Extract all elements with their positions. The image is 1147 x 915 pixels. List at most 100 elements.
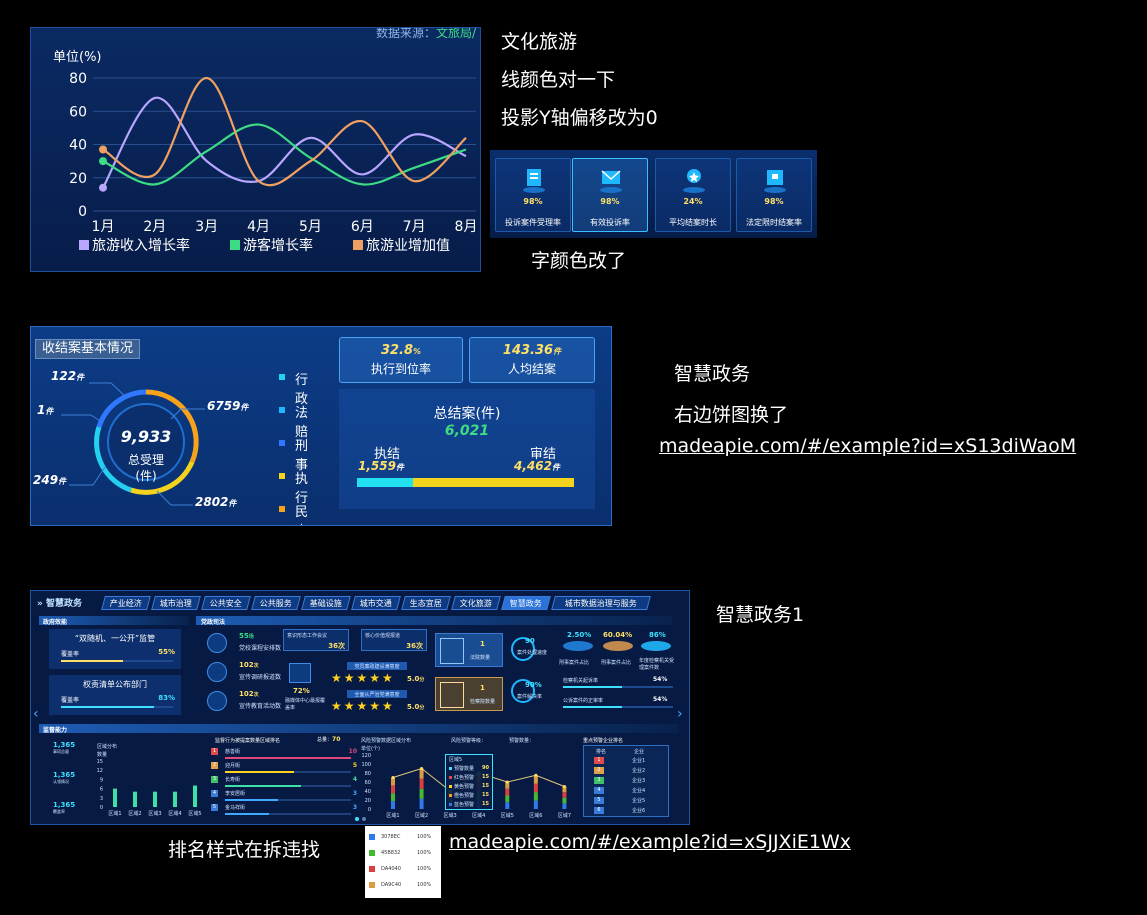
x-tick-label: 3月 — [195, 219, 218, 235]
stack-bar-segment — [562, 792, 567, 798]
region-chart-title: 区域分布 — [97, 744, 118, 750]
rank-name: 慈善街 — [225, 749, 241, 755]
total-accepted-label: 总受理 — [127, 453, 164, 467]
pagination-dots[interactable] — [355, 817, 367, 821]
tag-ideology-meeting: 意识形态工作会议 36次 — [283, 629, 349, 651]
kpi-card-valid-complaint[interactable]: 98% 有效投诉率 — [572, 158, 648, 232]
rank-value: 5 — [352, 762, 357, 769]
example-link-2[interactable]: madeapie.com/#/example?id=xSJJXiE1Wx — [449, 831, 851, 853]
x-tick-label: 7月 — [403, 219, 426, 235]
x-tick-label: 2月 — [143, 219, 166, 235]
region-bar-chart: 0 3 6 9 12 15 区域1 区域2 区域3 区域4 区域5 — [97, 759, 202, 817]
ring-segment-civil — [145, 389, 199, 463]
stack-bar-segment — [533, 775, 538, 784]
carousel-left-arrow[interactable]: ‹ — [33, 706, 39, 722]
pct-value-1: 2.50% — [567, 631, 592, 639]
section-title-supervision: 监督能力 — [43, 727, 68, 734]
risk-chart-tooltip: 区域5 预警数量 90 红色预警 15 黄色预警 15 橙色预警 15 蓝色预警 15 — [445, 754, 493, 810]
x-tick-label: 区域4 — [472, 812, 485, 819]
nav-tab[interactable]: 生态宜居 — [401, 596, 451, 610]
nav-tab[interactable]: 基础设施 — [301, 596, 351, 610]
risk-chart-unit: 单位(个) — [361, 746, 380, 752]
rank-number: 4 — [211, 790, 218, 797]
enterprise-row: 4 企业4 — [584, 786, 668, 796]
x-tick-label: 区域5 — [188, 810, 201, 817]
bar — [153, 791, 157, 807]
nav-tab[interactable]: 产业经济 — [101, 596, 151, 610]
rank-row: 2 迎月街 5 — [211, 762, 357, 776]
stack-bar-segment — [391, 793, 395, 802]
pct-label-1: 刑事案件占比 — [559, 660, 590, 666]
x-tick-label: 区域2 — [128, 810, 141, 817]
speed-value-2: 90% — [525, 681, 542, 689]
kpi-card-complaint-accept[interactable]: 98% 投诉案件受理率 — [495, 158, 571, 232]
risk-count-label: 预警数量： — [509, 738, 535, 744]
party-item: 102次 宣传教育活动数 — [207, 689, 297, 718]
envelope-icon — [600, 170, 622, 193]
rank-track — [225, 757, 351, 759]
stat-item: 1,365 覆盖率 — [53, 801, 76, 814]
pedestal-icon — [641, 641, 671, 651]
rank-fill — [225, 813, 270, 815]
media-coverage-label: 融媒体中心最报覆盖率 — [285, 698, 326, 711]
rank-name: 迎月街 — [225, 763, 241, 769]
nav-tab[interactable]: 公共安全 — [201, 596, 251, 610]
stack-bar-segment — [562, 797, 567, 804]
section-bar — [196, 616, 672, 625]
color-legend-row: 45B832 100% — [369, 850, 437, 858]
nav-tab[interactable]: 公共服务 — [251, 596, 301, 610]
review-closed-value: 4,462件 — [514, 459, 560, 473]
legend-label: 旅游业增加值 — [366, 238, 450, 254]
outer-label-civil: 6759件 — [207, 399, 249, 413]
enterprise-row: 2 企业2 — [584, 766, 668, 776]
medal-icon — [683, 169, 705, 193]
example-link-1[interactable]: madeapie.com/#/example?id=xS13diWaoM — [659, 435, 1077, 457]
nav-tab[interactable]: 城市治理 — [151, 596, 201, 610]
rank-row: 4 李安居街 3 — [211, 790, 357, 804]
pedestal-icon — [603, 641, 633, 651]
kpi-label: 平均结案时长 — [669, 218, 717, 227]
carousel-right-arrow[interactable]: › — [677, 706, 683, 722]
stack-bar-segment — [419, 768, 424, 779]
kpi-label: 法定限时结案率 — [746, 218, 802, 227]
total-closed-box — [339, 389, 595, 509]
x-tick-label: 6月 — [351, 219, 374, 235]
stack-bar-segment — [505, 782, 510, 789]
megaphone-icon — [207, 662, 227, 682]
kpi-label: 投诉案件受理率 — [505, 218, 561, 227]
kpi-card-avg-close-time[interactable]: 24% 平均结案时长 — [655, 158, 731, 232]
stack-bar-segment — [562, 803, 567, 809]
tooltip-row: 红色预警 15 — [449, 774, 489, 782]
nav-home[interactable]: » 智慧政务 — [37, 599, 82, 609]
rank-number: 2 — [211, 762, 218, 769]
risk-level-label: 风险预警等级： — [451, 738, 487, 744]
stack-bar-segment — [419, 788, 424, 799]
rank-track — [225, 785, 351, 787]
nav-tab-active[interactable]: 智慧政务 — [501, 596, 551, 610]
y-tick-label: 12 — [97, 768, 103, 774]
rank-row: 3 长寿街 4 — [211, 776, 357, 790]
rank-value: 3 — [352, 790, 357, 797]
enterprise-row: 1 企业1 — [584, 756, 668, 766]
rank-row: 5 金马祥街 3 — [211, 804, 357, 818]
star-label-bar — [347, 662, 407, 670]
exec-closed-value: 1,559件 — [358, 459, 404, 473]
tv-icon — [289, 663, 311, 683]
stack-bar-segment — [391, 777, 395, 786]
nav-tab[interactable]: 城市交通 — [351, 596, 401, 610]
prosecution-rate-value: 54% — [653, 676, 668, 683]
nav-tab[interactable]: 文化旅游 — [451, 596, 501, 610]
rank-fill — [225, 785, 301, 787]
stack-bar-segment — [533, 783, 538, 793]
risk-trend-point — [420, 767, 424, 770]
rank-total: 总量：70 — [317, 736, 341, 743]
book-icon — [207, 691, 227, 711]
nav-tab[interactable]: 城市数据治理与服务 — [551, 596, 651, 610]
risk-bar-chart: 0 20 40 60 80 100 120 区域1 区域2 区域3 区域4 区域5 区域6 区域7 — [361, 753, 571, 819]
rank-name: 金马祥街 — [225, 805, 246, 811]
public-prosecution-track — [563, 706, 673, 708]
stack-bar-segment — [391, 801, 395, 809]
kpi-card-legal-close-rate[interactable]: 98% 法定限时结案率 — [736, 158, 812, 232]
per-capita-box: 143.36件 人均结案 — [469, 337, 595, 383]
y-tick-label: 15 — [97, 759, 103, 765]
